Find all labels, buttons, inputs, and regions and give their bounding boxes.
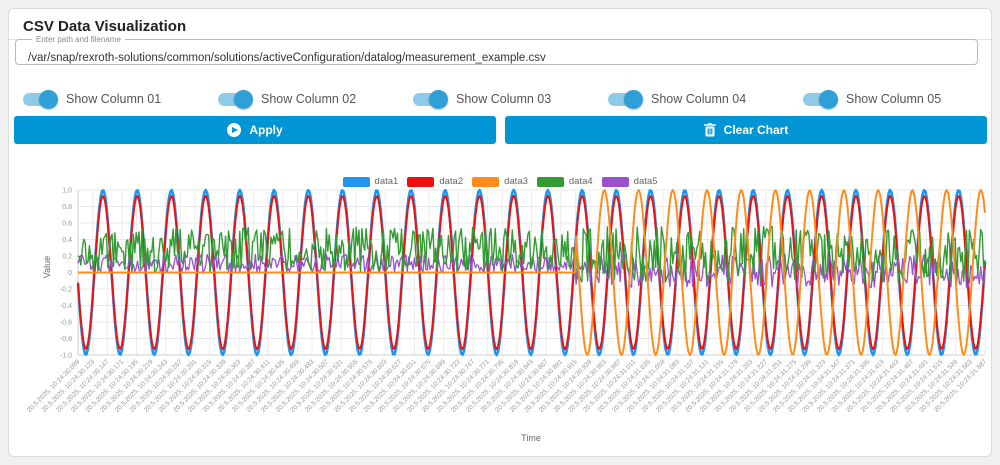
toggle-label: Show Column 02	[261, 92, 357, 106]
legend-item-data5[interactable]: data5	[601, 176, 658, 187]
toggle-label: Show Column 03	[456, 92, 552, 106]
legend-label: data2	[439, 176, 464, 187]
legend-label: data5	[633, 176, 658, 187]
chart-legend: data1 data2 data3 data4 data5	[0, 176, 1000, 187]
switch-track	[608, 89, 643, 109]
switch-knob-icon	[624, 89, 643, 109]
switch-knob-icon	[39, 89, 58, 109]
legend-swatch-icon	[472, 176, 500, 187]
legend-swatch-icon	[407, 176, 435, 187]
legend-label: data1	[374, 176, 399, 187]
toggle-show-column-01[interactable]: Show Column 01	[23, 89, 162, 109]
apply-button[interactable]: Apply	[14, 116, 496, 144]
switch-knob-icon	[234, 89, 253, 109]
clear-chart-button-label: Clear Chart	[723, 123, 789, 137]
legend-swatch-icon	[536, 176, 564, 187]
legend-swatch-icon	[601, 176, 629, 187]
toggle-show-column-04[interactable]: Show Column 04	[608, 89, 747, 109]
toggle-label: Show Column 01	[66, 92, 162, 106]
apply-button-label: Apply	[249, 123, 283, 137]
path-input[interactable]	[28, 52, 958, 64]
page-title: CSV Data Visualization	[23, 18, 187, 35]
toggle-show-column-05[interactable]: Show Column 05	[803, 89, 942, 109]
switch-knob-icon	[429, 89, 448, 109]
toggle-label: Show Column 05	[846, 92, 942, 106]
legend-item-data1[interactable]: data1	[342, 176, 399, 187]
switch-track	[23, 89, 58, 109]
trash-icon	[703, 123, 716, 137]
y-axis-title: Value	[42, 255, 52, 279]
main-card: CSV Data Visualization Enter path and fi…	[8, 8, 992, 457]
path-input-label: Enter path and filename	[36, 35, 121, 44]
toggle-show-column-02[interactable]: Show Column 02	[218, 89, 357, 109]
x-axis-title: Time	[521, 433, 541, 443]
toggle-show-column-03[interactable]: Show Column 03	[413, 89, 552, 109]
switch-track	[803, 89, 838, 109]
legend-item-data4[interactable]: data4	[536, 176, 593, 187]
toggle-row: Show Column 01 Show Column 02 Show Colum…	[23, 89, 979, 112]
legend-label: data4	[568, 176, 593, 187]
switch-track	[413, 89, 448, 109]
play-circle-icon	[227, 123, 242, 137]
legend-item-data3[interactable]: data3	[472, 176, 528, 187]
legend-item-data2[interactable]: data2	[407, 176, 463, 187]
switch-track	[218, 89, 253, 109]
legend-swatch-icon	[342, 176, 370, 187]
legend-label: data3	[504, 176, 528, 187]
clear-chart-button[interactable]: Clear Chart	[505, 116, 987, 144]
switch-knob-icon	[819, 89, 838, 109]
path-input-field: Enter path and filename	[15, 35, 978, 65]
toggle-label: Show Column 04	[651, 92, 747, 106]
